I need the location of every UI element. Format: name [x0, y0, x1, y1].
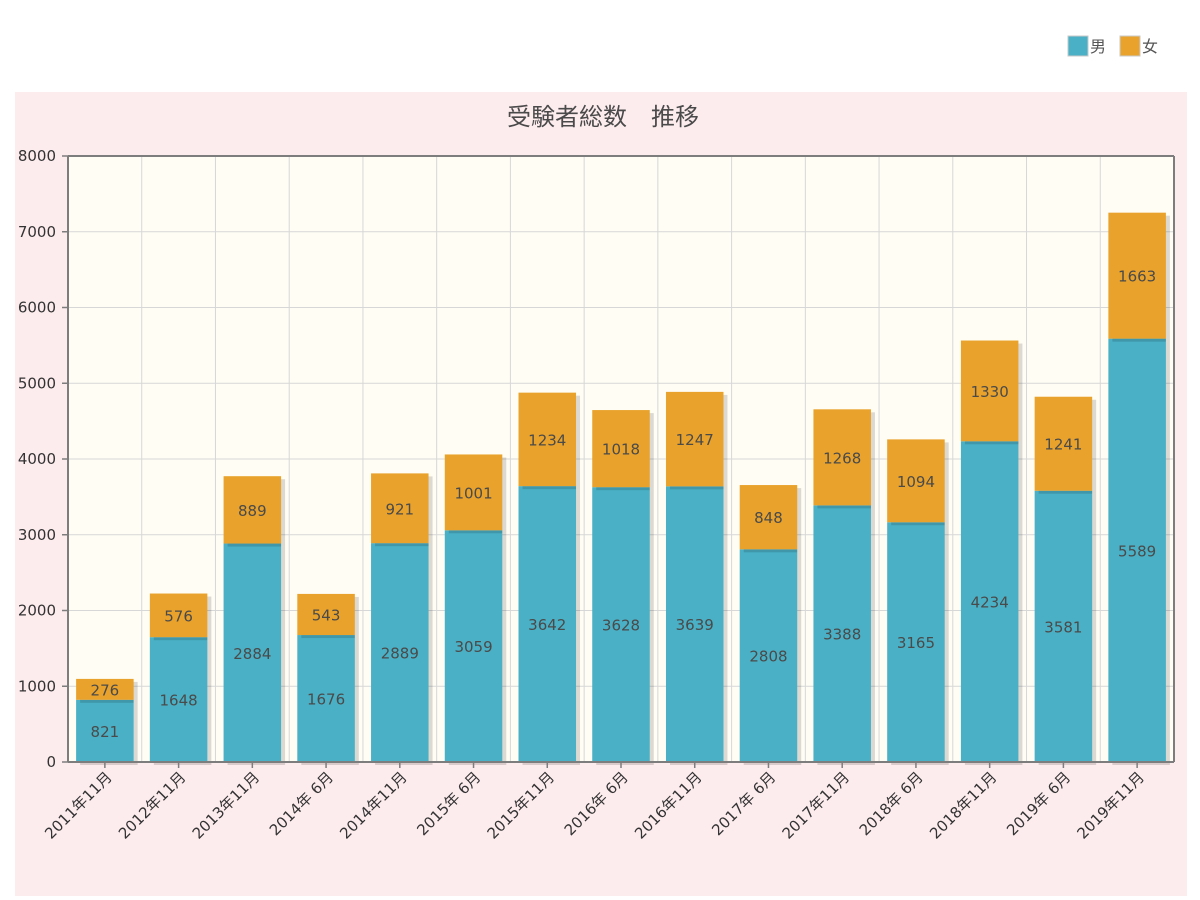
data-label: 1247	[676, 431, 714, 449]
bar-male	[223, 543, 282, 762]
y-tick-label: 7000	[18, 223, 56, 241]
data-label: 4234	[971, 594, 1009, 612]
data-label: 889	[238, 502, 267, 520]
bar-male	[1108, 338, 1166, 762]
data-label: 1001	[454, 484, 492, 502]
bar-male	[960, 441, 1019, 762]
data-label: 1676	[307, 691, 345, 709]
y-tick-label: 0	[46, 753, 56, 771]
bar-female	[1034, 396, 1093, 491]
data-label: 576	[164, 607, 193, 625]
bar-female	[813, 409, 871, 506]
bar-female	[297, 593, 355, 636]
data-label: 1241	[1044, 436, 1082, 454]
data-label: 3059	[454, 638, 492, 656]
data-label: 1094	[897, 473, 935, 491]
data-label: 3639	[676, 616, 714, 634]
y-axis: 0 1000 2000 3000 4000 5000 6000 7000 8000	[18, 147, 68, 771]
data-label: 5589	[1118, 542, 1156, 560]
data-label: 2808	[749, 648, 787, 666]
data-label: 2884	[233, 645, 271, 663]
bars	[76, 212, 1170, 765]
bar-male	[518, 486, 577, 762]
chart-title: 受験者総数 推移	[507, 103, 699, 131]
bar-male	[739, 549, 798, 762]
data-label: 1663	[1118, 268, 1156, 286]
y-tick-label: 8000	[18, 147, 56, 165]
data-label: 2889	[381, 645, 419, 663]
bar-female	[76, 678, 134, 700]
y-tick-label: 1000	[18, 677, 56, 695]
y-tick-label: 2000	[18, 602, 56, 620]
legend-label: 男	[1090, 37, 1106, 56]
data-label: 3165	[897, 634, 935, 652]
bar-female	[444, 454, 503, 531]
bar-female	[223, 476, 282, 544]
bar-male	[76, 699, 134, 762]
legend-swatch	[1119, 35, 1141, 57]
bar-male	[297, 635, 355, 762]
bar-male	[1034, 490, 1093, 762]
bar-male	[665, 486, 724, 762]
bar-female	[960, 340, 1019, 442]
data-label: 3642	[528, 616, 566, 634]
y-tick-label: 6000	[18, 299, 56, 317]
data-label: 1234	[528, 431, 566, 449]
bar-female	[665, 391, 724, 487]
legend-swatch	[1067, 35, 1089, 57]
data-label: 3388	[823, 626, 861, 644]
y-tick-label: 3000	[18, 526, 56, 544]
data-labels: 821 276 1648 576 2884 889 1676 543 2889 921 3059 10…	[91, 268, 1157, 741]
bar-female	[887, 439, 945, 523]
data-label: 821	[91, 723, 120, 741]
y-tick-label: 5000	[18, 374, 56, 392]
bar-male	[592, 487, 650, 762]
bar-male	[887, 522, 945, 762]
legend-label: 女	[1142, 37, 1158, 56]
data-label: 1268	[823, 449, 861, 467]
data-label: 1018	[602, 441, 640, 459]
data-label: 1648	[160, 692, 198, 710]
bar-male	[444, 530, 503, 762]
data-label: 1330	[971, 383, 1009, 401]
data-label: 3581	[1044, 618, 1082, 636]
data-label: 276	[91, 681, 120, 699]
bar-female	[739, 485, 798, 550]
bar-male	[149, 637, 208, 762]
data-label: 543	[312, 606, 341, 624]
bar-male	[813, 505, 871, 762]
data-label: 3628	[602, 617, 640, 635]
data-label: 921	[385, 500, 414, 518]
legend[interactable]: 男女	[1067, 35, 1158, 57]
bar-male	[371, 543, 429, 762]
bar-female	[149, 593, 208, 638]
data-label: 848	[754, 509, 783, 527]
bar-female	[1108, 212, 1166, 339]
bar-female	[518, 392, 577, 487]
bar-female	[371, 473, 429, 544]
bar-female	[592, 410, 650, 488]
y-tick-label: 4000	[18, 450, 56, 468]
grid	[67, 155, 1175, 763]
